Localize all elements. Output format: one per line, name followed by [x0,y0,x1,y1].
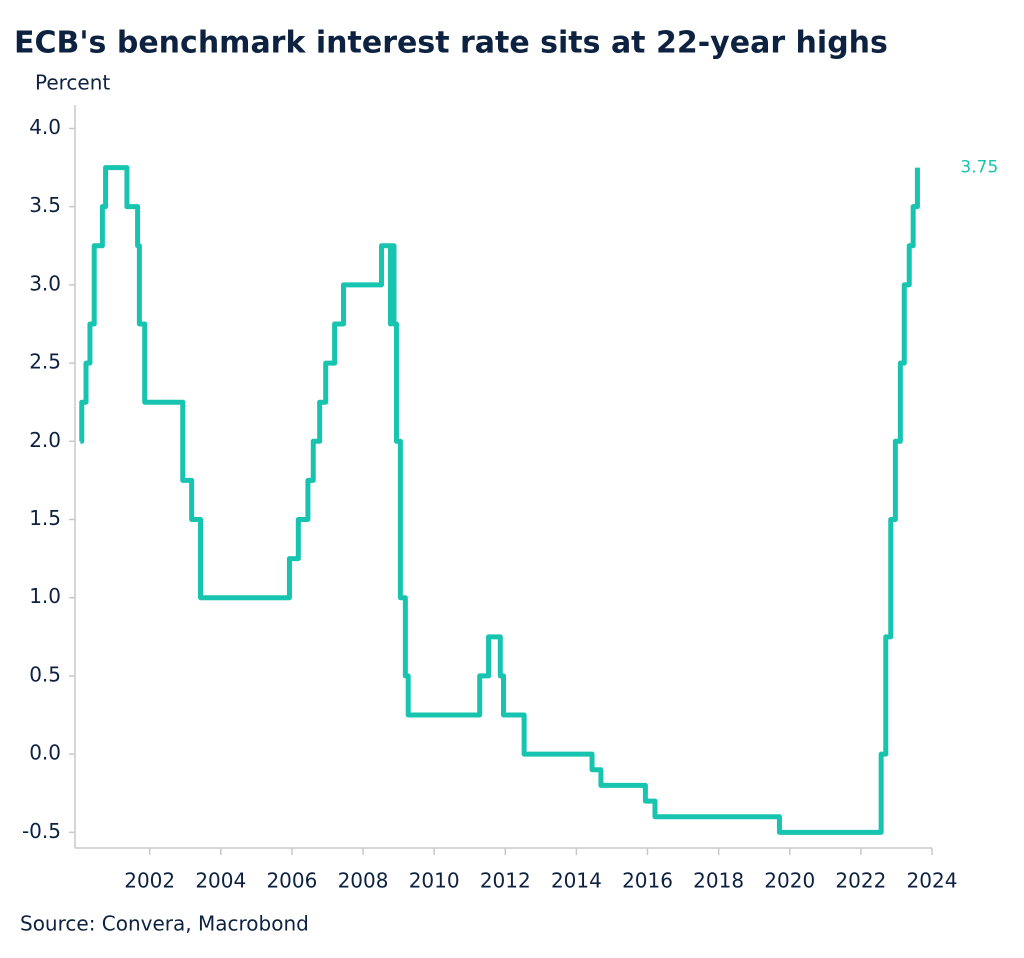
y-tick-label: 3.5 [29,193,61,217]
x-tick-label: 2012 [480,869,531,893]
x-tick-label: 2002 [124,869,175,893]
y-tick-label: 2.5 [29,350,61,374]
y-axis-label: Percent [35,71,110,95]
y-tick-label: 0.0 [29,741,61,765]
x-tick-label: 2022 [835,869,886,893]
y-tick-label: 3.0 [29,271,61,295]
x-tick-label: 2016 [622,869,673,893]
end-label: 3.75 [960,158,998,178]
y-tick-label: 1.5 [29,506,61,530]
y-tick-label: 2.0 [29,428,61,452]
y-tick-label: 4.0 [29,115,61,139]
source: Source: Convera, Macrobond [20,912,309,936]
x-tick-label: 2006 [266,869,317,893]
y-tick-label: 0.5 [29,662,61,686]
rate-line [79,165,920,835]
chart-title: ECB's benchmark interest rate sits at 22… [14,26,888,61]
y-tick-label: -0.5 [22,819,61,843]
x-tick-label: 2014 [551,869,602,893]
x-tick-label: 2008 [338,869,389,893]
x-tick-label: 2004 [195,869,246,893]
x-tick-label: 2018 [693,869,744,893]
x-tick-label: 2010 [409,869,460,893]
y-tick-label: 1.0 [29,584,61,608]
x-tick-label: 2020 [764,869,815,893]
x-tick-label: 2024 [907,869,958,893]
